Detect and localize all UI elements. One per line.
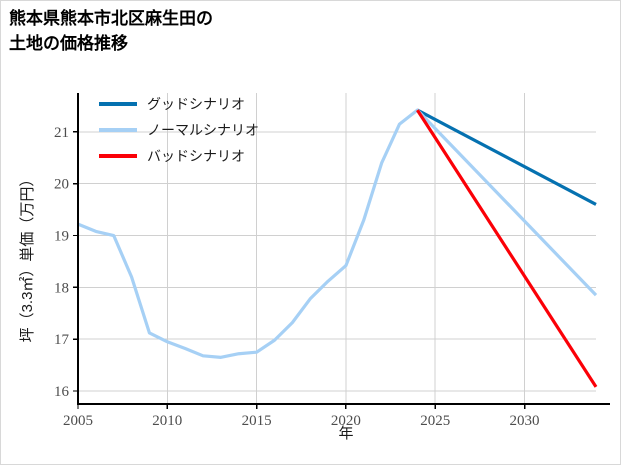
y-tick-labels: 16 17 18 19 20 21 — [54, 125, 70, 400]
y-tick-label: 21 — [54, 125, 69, 141]
axis-spines — [76, 93, 610, 406]
y-axis-title: 坪（3.3㎡）単価（万円） — [19, 172, 36, 343]
y-tick-label: 19 — [54, 229, 69, 245]
series-line-normal — [77, 108, 598, 359]
x-tick-label: 2020 — [331, 413, 361, 429]
page-title: 熊本県熊本市北区麻生田の 土地の価格推移 — [9, 9, 213, 53]
gridlines-group — [77, 93, 596, 404]
legend-label: グッドシナリオ — [147, 96, 245, 112]
x-axis-title: 年 — [338, 425, 353, 442]
series-line-good — [416, 108, 597, 206]
y-tick-label: 16 — [54, 384, 70, 400]
x-tick-label: 2025 — [420, 413, 450, 429]
x-tick-label: 2030 — [510, 413, 540, 429]
axis-ticks-group — [73, 131, 526, 409]
x-tick-label: 2015 — [242, 413, 272, 429]
series-line-bad — [416, 109, 598, 388]
legend-label: ノーマルシナリオ — [147, 122, 259, 138]
y-tick-label: 17 — [54, 332, 70, 348]
x-tick-label: 2005 — [63, 413, 93, 429]
legend-label: バッドシナリオ — [147, 148, 245, 164]
series-group — [77, 108, 598, 388]
x-tick-label: 2010 — [152, 413, 182, 429]
x-tick-labels: 2005 2010 2015 2020 2025 2030 — [63, 413, 540, 429]
y-tick-label: 20 — [54, 177, 69, 193]
y-tick-label: 18 — [54, 280, 69, 296]
